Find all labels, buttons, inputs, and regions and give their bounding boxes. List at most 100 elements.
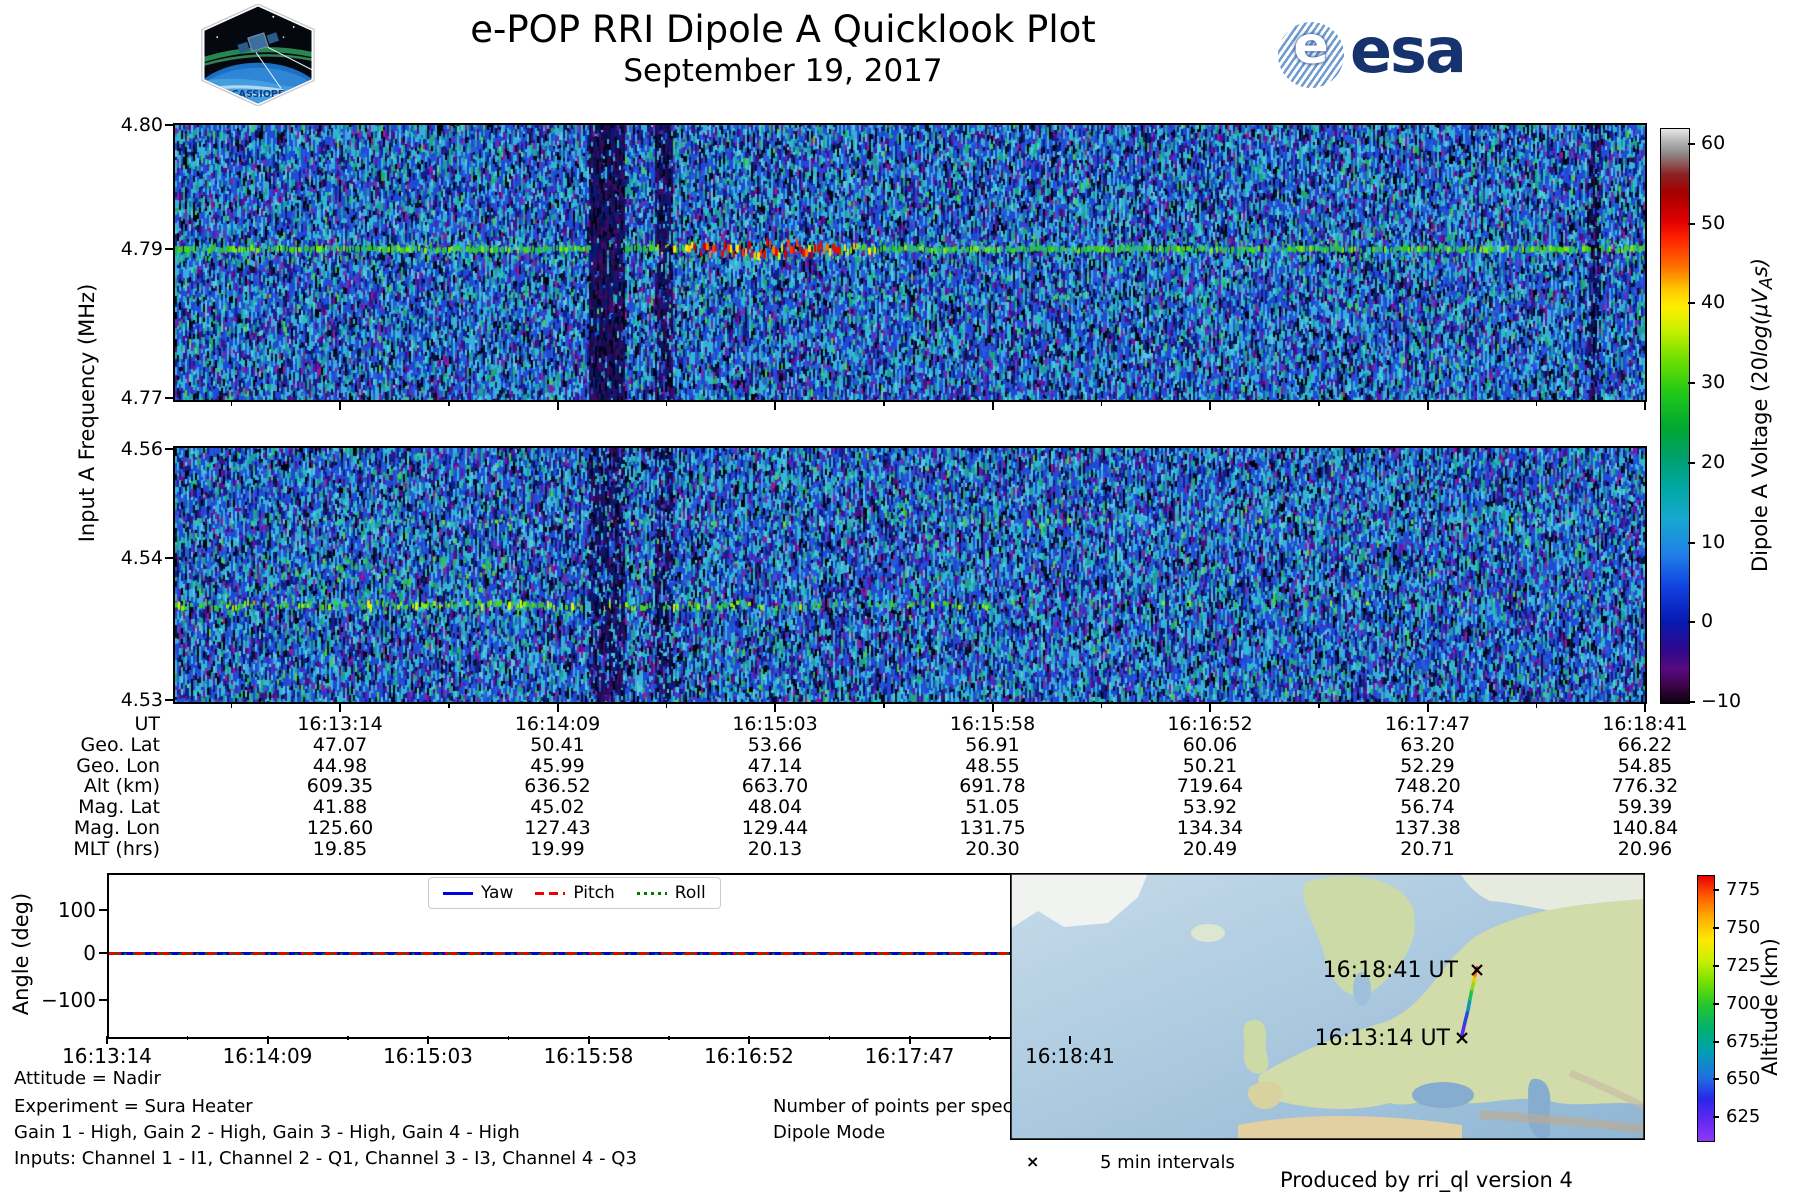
angle-ytick-label: −100 bbox=[41, 988, 96, 1012]
angle-ytick-mark bbox=[99, 909, 107, 911]
angle-xtick-label: 16:14:09 bbox=[222, 1044, 313, 1068]
ephemeris-cell: 16:15:58 bbox=[949, 713, 1036, 735]
angle-plot-legend: Yaw Pitch Roll bbox=[428, 877, 721, 909]
time-minor-tick-mark bbox=[883, 402, 885, 406]
time-tick-mark bbox=[556, 704, 559, 712]
map-iceland bbox=[1191, 924, 1225, 942]
esa-wordmark: esa bbox=[1350, 13, 1467, 87]
ephemeris-cell: 52.29 bbox=[1400, 754, 1455, 777]
ephemeris-cell: 16:16:52 bbox=[1167, 713, 1253, 735]
angle-xminor-tick-mark bbox=[347, 1036, 349, 1040]
frequency-tick-label: 4.77 bbox=[120, 387, 163, 409]
angle-ytick-mark bbox=[99, 952, 107, 954]
altitude-tick-label: 650 bbox=[1726, 1068, 1761, 1090]
frequency-tick-label: 4.56 bbox=[120, 438, 163, 460]
legend-label: Roll bbox=[674, 883, 706, 903]
ephemeris-cell: 748.20 bbox=[1394, 775, 1461, 798]
page-subtitle: September 19, 2017 bbox=[623, 53, 943, 89]
ephemeris-cell: 719.64 bbox=[1176, 775, 1244, 798]
time-minor-tick-mark bbox=[448, 402, 450, 406]
time-minor-tick-mark bbox=[1535, 402, 1538, 406]
ephemeris-cell: 20.30 bbox=[965, 837, 1020, 860]
map-border bbox=[1010, 873, 1645, 1140]
interval-marker-icon: × bbox=[1026, 1152, 1040, 1171]
ephemeris-cell: 50.21 bbox=[1182, 754, 1238, 777]
colorbar-tick-mark bbox=[1688, 461, 1695, 464]
ephemeris-cell: 691.78 bbox=[959, 775, 1026, 798]
ephemeris-cell: 137.38 bbox=[1394, 817, 1461, 839]
colorbar-tick-mark bbox=[1688, 222, 1695, 225]
yaw-line-sample bbox=[443, 891, 473, 895]
angle-xtick-mark bbox=[106, 1036, 108, 1044]
ephemeris-row-label: Mag. Lat bbox=[78, 796, 160, 819]
track-end-time-label: 16:18:41 UT bbox=[1323, 958, 1459, 983]
altitude-tick-label: 750 bbox=[1726, 917, 1761, 938]
time-minor-tick-mark bbox=[1318, 402, 1320, 406]
altitude-tick-mark bbox=[1713, 1040, 1719, 1043]
ephemeris-cell: 56.74 bbox=[1400, 796, 1455, 819]
ephemeris-cell: 50.41 bbox=[530, 733, 585, 756]
altitude-tick-mark bbox=[1713, 927, 1719, 929]
colorbar-tick-mark bbox=[1688, 621, 1695, 624]
frequency-tick-label: 4.80 bbox=[120, 114, 163, 136]
frequency-tick-mark bbox=[165, 397, 173, 399]
angle-ytick-label: 0 bbox=[83, 941, 96, 965]
spectrogram-panel-upper bbox=[173, 123, 1647, 402]
angle-xtick-label: 16:15:03 bbox=[383, 1044, 473, 1068]
produced-by-note: Produced by rri_ql version 4 bbox=[1280, 1168, 1573, 1192]
altitude-tick-label: 700 bbox=[1726, 992, 1761, 1014]
time-minor-tick-mark bbox=[230, 402, 233, 406]
map-iberia bbox=[1247, 1081, 1283, 1110]
legend-label: Yaw bbox=[481, 883, 514, 903]
ephemeris-cell: 54.85 bbox=[1617, 754, 1673, 777]
angle-xtick-label: 16:16:52 bbox=[704, 1044, 794, 1068]
angle-axis-label: Angle (deg) bbox=[9, 892, 33, 1016]
map-black-sea bbox=[1412, 1082, 1474, 1108]
angle-xtick-label: 16:13:14 bbox=[62, 1044, 152, 1068]
map-caspian-sea bbox=[1527, 1078, 1551, 1140]
colorbar-tick-label: 60 bbox=[1701, 131, 1726, 154]
altitude-tick-label: 775 bbox=[1726, 879, 1761, 901]
legend-label: Pitch bbox=[573, 883, 615, 903]
map-mountains bbox=[1479, 1110, 1645, 1134]
ephemeris-row-label: MLT (hrs) bbox=[73, 837, 160, 860]
angle-xminor-tick-mark bbox=[507, 1036, 510, 1040]
ground-track-map: 16:18:41 UT 16:13:14 UT bbox=[1010, 873, 1645, 1140]
cassiope-logo-graphic: CASSIOPE bbox=[201, 3, 315, 107]
time-tick-mark bbox=[339, 402, 341, 410]
frequency-tick-mark bbox=[165, 699, 173, 701]
page-title: e-POP RRI Dipole A Quicklook Plot bbox=[470, 8, 1096, 51]
time-tick-mark bbox=[1644, 704, 1646, 712]
angle-xminor-tick-mark bbox=[668, 1036, 670, 1040]
ephemeris-cell: 20.13 bbox=[747, 837, 803, 860]
ephemeris-cell: 48.55 bbox=[965, 754, 1020, 777]
angle-xtick-mark bbox=[1069, 1036, 1071, 1044]
voltage-colorbar-label: Dipole A Voltage (20log(μVAs) bbox=[1748, 105, 1777, 725]
ephemeris-cell: 59.39 bbox=[1617, 796, 1673, 819]
colorbar-tick-label: −10 bbox=[1701, 690, 1742, 712]
pitch-line-sample bbox=[535, 891, 566, 895]
map-british-isles bbox=[1243, 1019, 1269, 1074]
ephemeris-cell: 66.22 bbox=[1617, 733, 1673, 756]
time-minor-tick-mark bbox=[448, 704, 450, 708]
time-minor-tick-mark bbox=[1100, 704, 1103, 708]
colorbar-tick-label: 0 bbox=[1701, 610, 1714, 633]
time-tick-mark bbox=[991, 402, 994, 410]
inputs-note: Inputs: Channel 1 - I1, Channel 2 - Q1, … bbox=[14, 1148, 637, 1169]
angle-ytick-label: 100 bbox=[57, 898, 96, 922]
angle-xtick-mark bbox=[748, 1036, 750, 1044]
time-minor-tick-mark bbox=[1535, 704, 1538, 708]
header-titles: e-POP RRI Dipole A Quicklook Plot Septem… bbox=[333, 8, 1233, 89]
colorbar-tick-label: 40 bbox=[1701, 291, 1726, 314]
altitude-tick-label: 625 bbox=[1726, 1106, 1761, 1128]
map-scandinavia bbox=[1303, 875, 1415, 997]
colorbar-tick-mark bbox=[1688, 541, 1695, 544]
map-greenland bbox=[1010, 873, 1148, 929]
ephemeris-cell: 48.04 bbox=[747, 796, 803, 819]
attitude-note: Attitude = Nadir bbox=[14, 1068, 161, 1089]
angle-xtick-mark bbox=[587, 1036, 590, 1044]
ephemeris-cell: 140.84 bbox=[1611, 817, 1679, 839]
frequency-tick-label: 4.79 bbox=[120, 238, 163, 260]
altitude-tick-label: 725 bbox=[1726, 954, 1761, 976]
frequency-tick-mark bbox=[165, 557, 173, 559]
